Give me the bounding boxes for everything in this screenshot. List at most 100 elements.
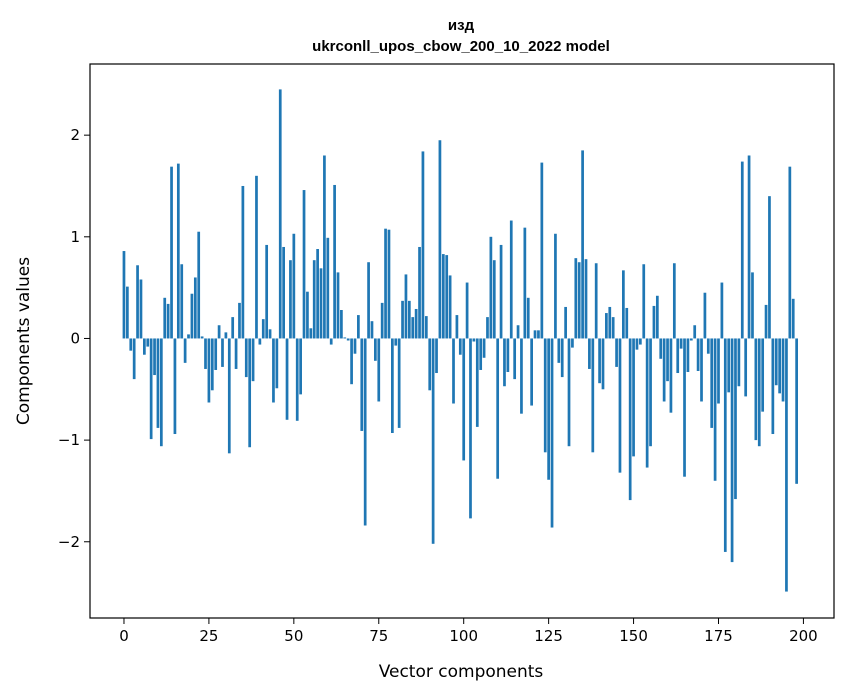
bar <box>377 338 381 402</box>
bar <box>774 338 778 386</box>
bar <box>248 338 252 448</box>
bar <box>455 315 459 339</box>
bar <box>404 274 408 339</box>
bar <box>652 305 656 339</box>
bar <box>744 338 748 397</box>
bar <box>238 302 241 339</box>
bar <box>601 338 605 390</box>
bar <box>387 229 391 339</box>
bar <box>761 338 765 412</box>
bar <box>737 338 741 387</box>
bar <box>295 338 299 421</box>
bar <box>564 306 567 339</box>
bar <box>785 338 788 592</box>
bar <box>343 337 347 339</box>
bar <box>367 262 370 339</box>
bar <box>662 338 666 402</box>
bar <box>336 272 340 339</box>
bar <box>272 338 275 403</box>
bar <box>560 338 564 378</box>
bar <box>720 282 724 339</box>
bar <box>639 338 642 345</box>
bar <box>411 317 415 339</box>
bar <box>503 338 506 387</box>
bar <box>550 338 554 528</box>
bar <box>469 338 472 519</box>
bar <box>241 185 245 339</box>
x-axis-ticks: 0 25 50 75 100 125 150 175 200 <box>119 618 818 645</box>
bar <box>594 263 598 339</box>
bar <box>757 338 761 447</box>
bar <box>523 227 527 339</box>
bar <box>234 338 238 369</box>
bar <box>713 338 717 481</box>
bar <box>571 338 574 348</box>
bar <box>431 338 435 544</box>
bar <box>180 264 184 339</box>
bar <box>204 338 207 369</box>
bar <box>540 162 544 339</box>
bar <box>557 338 561 363</box>
y-tick-label: −1 <box>58 431 80 449</box>
bar <box>126 286 129 339</box>
bar <box>509 220 513 339</box>
x-tick-label: 200 <box>789 627 818 645</box>
bar <box>513 338 517 380</box>
bar <box>499 244 503 339</box>
y-tick-label: −2 <box>58 533 80 551</box>
bar <box>608 306 612 339</box>
bar <box>292 233 296 339</box>
bar <box>346 338 350 341</box>
bar <box>316 249 319 339</box>
bar <box>632 338 635 457</box>
bar <box>635 338 639 350</box>
y-tick-label: 2 <box>70 126 80 144</box>
bar <box>244 338 248 378</box>
bar <box>370 321 374 339</box>
bar <box>227 338 231 454</box>
bar <box>397 338 401 428</box>
bar <box>261 319 265 339</box>
bar <box>197 231 201 339</box>
bar <box>258 338 262 345</box>
bar <box>727 338 731 393</box>
bar <box>723 338 727 552</box>
x-tick-label: 25 <box>199 627 218 645</box>
bar <box>795 338 798 484</box>
bar <box>156 338 160 428</box>
bar <box>676 338 680 374</box>
bar <box>554 233 557 339</box>
bar <box>771 338 775 435</box>
bar <box>289 260 292 339</box>
bar <box>479 338 483 370</box>
y-axis-ticks: −2 −1 0 1 2 <box>58 126 90 551</box>
bar <box>391 338 394 433</box>
bar <box>193 277 197 339</box>
bar <box>506 338 510 372</box>
bar <box>764 304 768 339</box>
x-tick-label: 150 <box>619 627 648 645</box>
bar <box>224 332 228 339</box>
bar <box>465 282 469 339</box>
bar <box>363 338 367 526</box>
bar <box>231 317 235 339</box>
bar <box>482 338 486 358</box>
bar <box>329 338 333 345</box>
bar <box>533 330 537 339</box>
bar <box>530 338 533 406</box>
bar <box>659 338 663 359</box>
bar <box>418 246 421 339</box>
bar <box>401 300 404 339</box>
bar <box>122 251 126 339</box>
bar <box>492 260 496 339</box>
bar <box>581 150 584 339</box>
bar <box>214 338 218 370</box>
bar <box>516 325 520 339</box>
bar <box>693 325 697 339</box>
bar <box>679 338 683 349</box>
x-tick-label: 50 <box>284 627 303 645</box>
bar <box>778 338 781 394</box>
bar <box>435 338 438 374</box>
bar <box>333 184 336 339</box>
